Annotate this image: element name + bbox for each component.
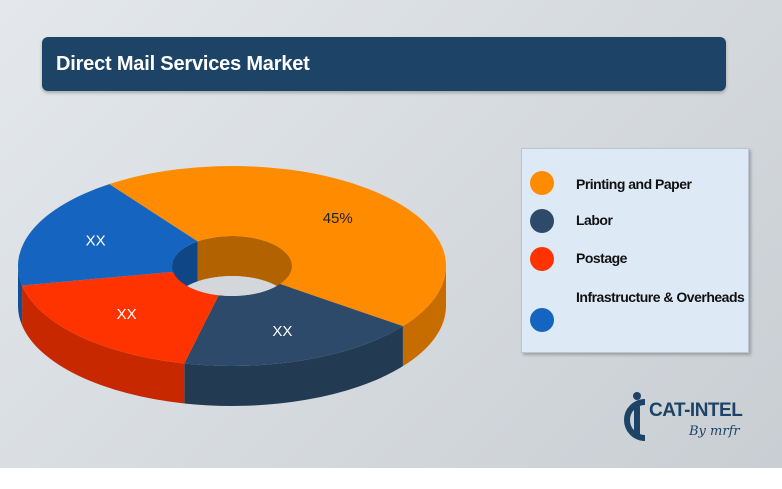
legend-swatch [530,247,554,271]
slice-outer-wall [18,266,23,326]
donut-hole [172,276,292,296]
bottom-strip [0,468,782,489]
legend-item-postage: Postage [522,245,748,275]
cat-intel-logo-icon [624,392,646,441]
slice-inner-wall [197,236,292,306]
slice-labor [184,284,403,366]
logo-tagline: By mrfr [689,424,740,439]
slice-printing-and-paper [109,165,447,327]
slice-infrastructure-overheads [17,184,198,286]
legend-item-printing-and-paper: Printing and Paper [522,169,748,199]
legend-label: Postage [576,250,627,266]
legend-swatch [530,308,554,332]
chart-title: Direct Mail Services Market [56,52,310,75]
legend-item-infrastructure-overheads: Infrastructure & Overheads [522,283,748,333]
legend-swatch [530,209,554,233]
logo-name: CAT-INTEL [649,400,743,421]
slice-outer-wall [184,326,403,406]
data-label: XX [272,323,292,340]
legend-label: Labor [576,212,613,228]
data-label: XX [117,306,137,323]
cat-intel-logo: CAT-INTEL By mrfr [619,388,759,450]
data-label: XX [86,232,106,249]
legend-swatch [530,171,554,195]
title-bar: Direct Mail Services Market [42,37,726,91]
slice-outer-wall [402,266,446,367]
data-label: 45% [323,210,353,227]
slice-outer-wall [22,285,185,404]
slice-postage [22,271,219,364]
legend-label: Printing and Paper [576,176,692,192]
legend-label: Infrastructure & Overheads [576,289,745,305]
legend: Printing and Paper Labor Postage Infrast… [521,148,749,353]
legend-item-labor: Labor [522,207,748,237]
